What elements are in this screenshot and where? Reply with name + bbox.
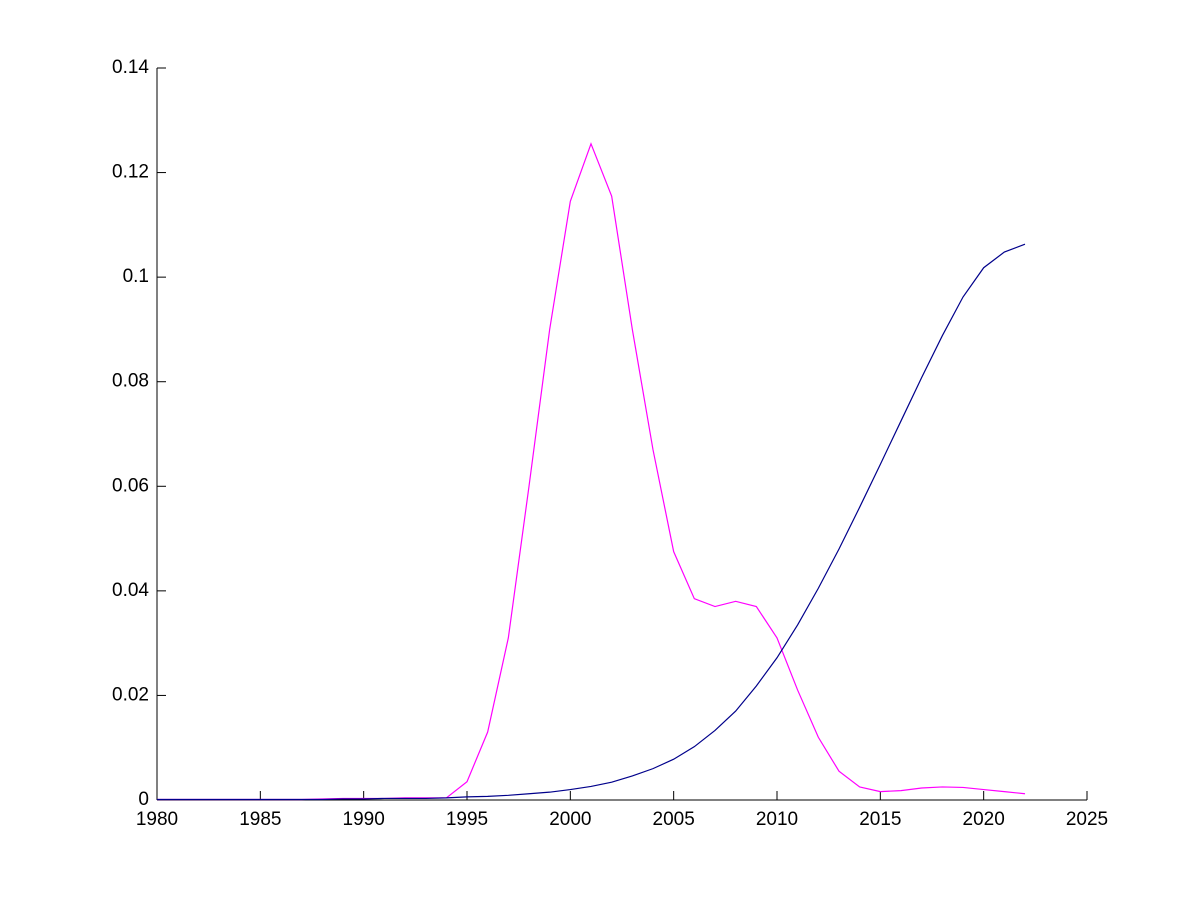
- x-tick-label: 2005: [653, 809, 695, 830]
- x-tick-label: 2000: [549, 809, 591, 830]
- y-tick-label: 0.14: [112, 57, 149, 78]
- y-tick-label: 0.02: [112, 684, 149, 705]
- y-tick-label: 0.08: [112, 371, 149, 392]
- x-tick-label: 1985: [239, 809, 281, 830]
- x-tick-label: 2010: [756, 809, 798, 830]
- y-tick-label: 0: [138, 789, 149, 810]
- y-tick-label: 0.12: [112, 162, 149, 183]
- x-tick-label: 2020: [963, 809, 1005, 830]
- x-tick-label: 2025: [1066, 809, 1108, 830]
- y-tick-label: 0.06: [112, 475, 149, 496]
- x-tick-label: 1990: [343, 809, 385, 830]
- x-tick-label: 1995: [446, 809, 488, 830]
- x-tick-label: 2015: [859, 809, 901, 830]
- data-line: [157, 142, 1026, 801]
- y-tick-label: 0.1: [123, 266, 149, 287]
- x-tick-label: 1980: [136, 809, 178, 830]
- data-line: [157, 243, 1026, 801]
- y-tick-label: 0.04: [112, 580, 149, 601]
